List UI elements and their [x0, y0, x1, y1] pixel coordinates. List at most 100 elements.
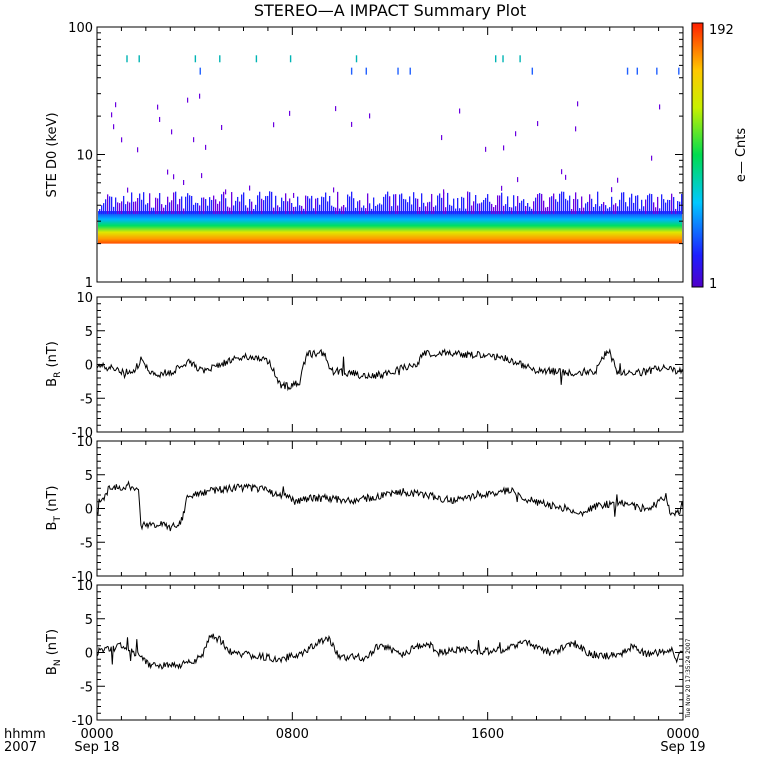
spectrogram-column: [395, 194, 397, 215]
spectrogram-dash: [494, 55, 497, 63]
spectrogram-column: [223, 191, 225, 215]
spectrogram-column: [523, 199, 525, 215]
spectrogram-column: [295, 206, 297, 215]
y-tick-label: 5: [85, 469, 93, 484]
spectrogram-column: [211, 199, 213, 215]
spectrogram-column: [103, 203, 105, 215]
spectrogram-column: [307, 196, 309, 215]
y-tick-label: -10: [72, 426, 93, 441]
spectrogram-column: [359, 200, 361, 215]
spectrogram-column: [99, 209, 101, 215]
spectrogram-column: [663, 199, 665, 215]
spectrogram-column: [215, 199, 217, 215]
spectrogram-column: [187, 193, 189, 215]
spectrogram-speck: [293, 192, 295, 198]
spectrogram-column: [157, 198, 159, 215]
spectrogram-column: [351, 191, 353, 215]
spectrogram-column: [457, 198, 459, 215]
spectrogram-frame: [96, 26, 684, 283]
spectrogram-speck: [441, 135, 443, 141]
spectrogram-column: [305, 195, 307, 215]
spectrogram-column: [411, 204, 413, 215]
spectrogram-column: [637, 195, 639, 215]
spectrogram-column: [585, 203, 587, 215]
y-tick-label: 10: [76, 435, 93, 450]
spectrogram-column: [369, 203, 371, 215]
spectrogram-column: [261, 198, 263, 215]
spectrogram-column: [387, 191, 389, 215]
spectrogram-column: [133, 201, 135, 215]
spectrogram-column: [603, 202, 605, 215]
spectrogram-speck: [443, 189, 445, 195]
spectrogram-speck: [575, 126, 577, 132]
spectrogram-column: [179, 198, 181, 215]
chart-title: STEREO—A IMPACT Summary Plot: [254, 1, 526, 20]
spectrogram-speck: [617, 177, 619, 183]
spectrogram-column: [199, 205, 201, 215]
spectrogram-column: [513, 195, 515, 215]
br-series-line: [96, 348, 684, 392]
spectrogram-column: [407, 202, 409, 215]
spectrogram-column: [645, 199, 647, 215]
spectrogram-dash: [199, 67, 201, 75]
spectrogram-column: [519, 202, 521, 215]
spectrogram-column: [377, 204, 379, 215]
spectrogram-band: [98, 211, 682, 244]
spectrogram-column: [391, 206, 393, 215]
spectrogram-column: [181, 196, 183, 215]
spectrogram-column: [237, 196, 239, 215]
spectrogram-column: [483, 199, 485, 215]
spectrogram-speck: [577, 101, 579, 107]
spectrogram-column: [669, 200, 671, 215]
spectrogram-column: [429, 201, 431, 215]
spectrogram-column: [379, 203, 381, 215]
x-tick-label: 0000: [80, 727, 113, 742]
spectrogram-column: [303, 208, 305, 215]
spectrogram-column: [265, 196, 267, 215]
spectrogram-speck: [199, 93, 201, 99]
spectrogram-column: [459, 208, 461, 215]
spectrogram-column: [327, 201, 329, 215]
spectrogram-column: [167, 196, 169, 215]
spectrogram-column: [551, 196, 553, 215]
spectrogram-speck: [651, 155, 653, 161]
spectrogram-column: [107, 194, 109, 215]
spectrogram-column: [455, 208, 457, 215]
spectrogram-column: [257, 195, 259, 215]
spectrogram-column: [581, 196, 583, 215]
spectrogram-column: [461, 196, 463, 215]
spectrogram-column: [505, 204, 507, 215]
spectrogram-dash: [678, 67, 680, 75]
spectrogram-dash: [502, 55, 504, 63]
spectrogram-column: [557, 201, 559, 215]
spectrogram-column: [363, 205, 365, 215]
spectrogram-column: [401, 193, 403, 215]
spectrogram-column: [339, 208, 341, 215]
spectrogram-column: [287, 201, 289, 215]
spectrogram-column: [661, 194, 663, 215]
spectrogram-column: [175, 191, 177, 215]
spectrogram-column: [273, 207, 275, 215]
spectrogram-column: [201, 197, 203, 215]
spectrogram-column: [589, 194, 591, 215]
spectrogram-dash: [656, 67, 658, 75]
spectrogram-speck: [183, 179, 185, 185]
spectrogram-column: [409, 196, 411, 215]
spectrogram-column: [125, 204, 127, 215]
spectrogram-column: [381, 204, 383, 215]
spectrogram-column: [465, 208, 467, 215]
spectrogram-column: [539, 193, 541, 215]
spectrogram-column: [165, 204, 167, 215]
spectrogram-column: [217, 203, 219, 215]
spectrogram-column: [297, 196, 299, 215]
spectrogram-panel: 1 10 100 STE D0 (keV): [45, 21, 684, 291]
y-tick-label: 5: [85, 325, 93, 340]
spectrogram-speck: [503, 145, 505, 151]
y-tick-label: -5: [80, 680, 93, 695]
spectrogram-column: [153, 207, 155, 215]
spectrogram-column: [145, 204, 147, 215]
spectrogram-column: [561, 191, 563, 215]
spectrogram-column: [613, 204, 615, 215]
spectrogram-column: [609, 207, 611, 215]
